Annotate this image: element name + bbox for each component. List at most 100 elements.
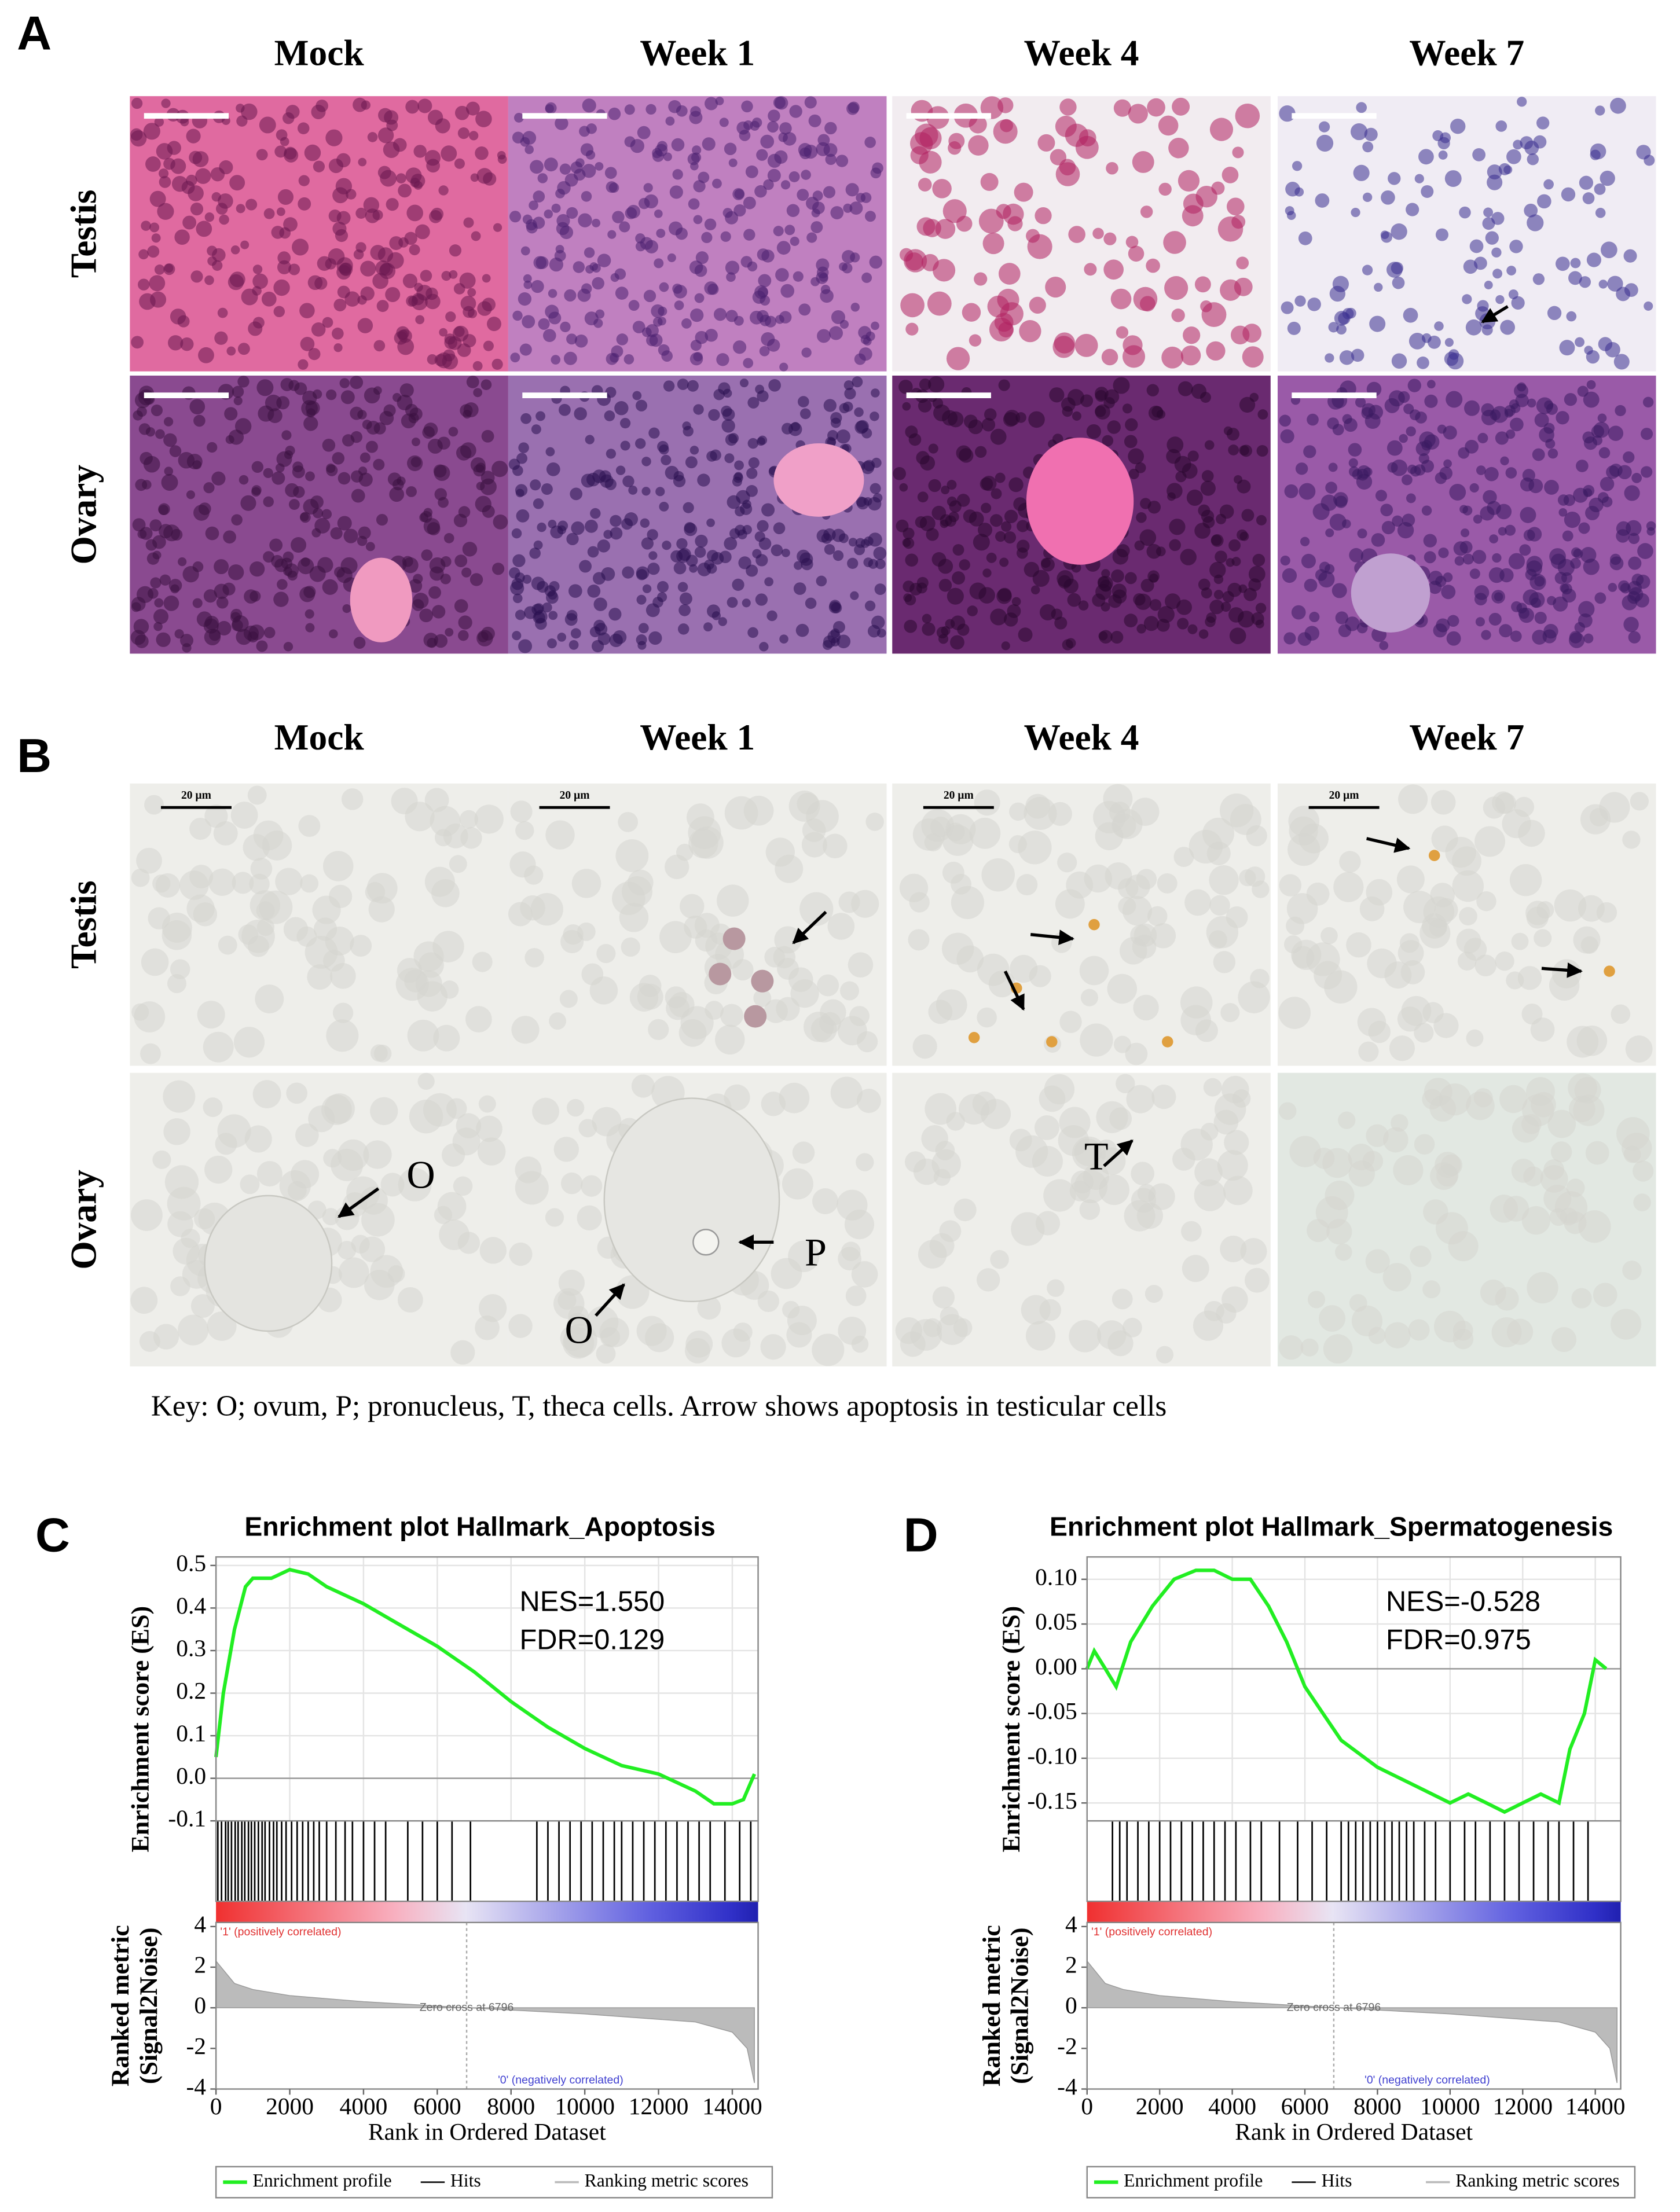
y-tick-label: 0.00 — [1035, 1653, 1077, 1680]
texture — [1438, 548, 1449, 558]
texture — [339, 378, 350, 388]
texture — [1333, 872, 1364, 902]
texture — [591, 640, 604, 653]
texture — [237, 343, 250, 355]
texture — [1107, 1330, 1134, 1357]
texture — [592, 263, 601, 273]
texture — [998, 263, 1021, 285]
texture — [518, 639, 533, 653]
texture — [946, 347, 970, 370]
texture — [1508, 553, 1525, 569]
texture — [636, 594, 647, 605]
texture — [361, 1203, 395, 1237]
texture — [1477, 432, 1488, 443]
texture — [868, 532, 882, 547]
texture — [393, 138, 407, 152]
texture — [779, 122, 792, 135]
texture — [549, 1012, 567, 1030]
texture — [748, 457, 760, 469]
texture — [156, 632, 171, 647]
texture — [1550, 553, 1567, 569]
texture — [1194, 1158, 1223, 1186]
texture — [1116, 326, 1129, 339]
texture — [566, 207, 578, 219]
texture — [702, 137, 716, 151]
texture — [203, 1031, 234, 1063]
texture — [1244, 587, 1257, 601]
texture — [433, 464, 447, 478]
texture — [1004, 410, 1021, 426]
texture — [1235, 103, 1260, 128]
texture — [872, 162, 883, 174]
texture — [750, 120, 760, 131]
texture — [195, 168, 211, 184]
texture — [603, 530, 612, 539]
texture — [353, 637, 366, 649]
texture — [1617, 465, 1632, 480]
texture — [978, 587, 995, 604]
texture — [317, 256, 332, 271]
texture — [1230, 325, 1250, 345]
texture — [725, 260, 740, 275]
texture — [434, 354, 447, 367]
texture — [1110, 631, 1124, 644]
texture — [555, 245, 564, 253]
texture — [856, 497, 867, 508]
oocyte — [773, 443, 864, 517]
texture — [332, 222, 347, 236]
texture — [1320, 494, 1337, 511]
texture — [619, 221, 630, 233]
texture — [217, 620, 232, 635]
texture — [263, 496, 274, 508]
texture — [727, 597, 738, 608]
texture — [1348, 443, 1362, 457]
texture — [1523, 1166, 1543, 1187]
texture — [214, 559, 229, 575]
texture — [735, 524, 746, 536]
texture — [1307, 1291, 1326, 1309]
texture — [163, 417, 174, 427]
metric-label: '1' (positively correlated) — [1091, 1926, 1212, 1938]
texture — [1571, 547, 1582, 557]
texture — [1644, 301, 1653, 311]
texture — [804, 96, 817, 109]
texture — [241, 103, 258, 120]
texture — [1062, 639, 1073, 651]
texture — [927, 291, 952, 316]
texture — [947, 480, 957, 490]
texture — [263, 627, 276, 638]
texture — [579, 560, 592, 573]
texture — [397, 338, 415, 355]
texture — [440, 574, 451, 585]
texture — [920, 455, 936, 471]
texture — [1086, 424, 1101, 439]
texture — [871, 615, 885, 629]
texture — [1374, 282, 1383, 292]
texture — [1443, 459, 1452, 468]
texture — [1184, 889, 1211, 916]
texture — [727, 495, 741, 509]
texture — [544, 210, 553, 219]
texture — [760, 1334, 786, 1360]
panel-label: B — [17, 729, 52, 782]
texture — [1527, 527, 1542, 542]
texture — [615, 465, 626, 475]
texture — [1110, 288, 1132, 310]
texture — [237, 376, 250, 388]
texture — [250, 561, 265, 577]
texture — [1473, 1088, 1493, 1108]
texture — [995, 472, 1006, 483]
texture — [1495, 1287, 1519, 1311]
texture — [864, 211, 876, 222]
texture — [130, 1287, 158, 1314]
texture — [1198, 578, 1211, 591]
texture — [921, 253, 939, 271]
texture — [1554, 889, 1587, 922]
texture — [386, 119, 398, 131]
stained-cell — [1088, 918, 1100, 931]
texture — [252, 273, 268, 289]
texture — [1543, 623, 1558, 639]
texture — [204, 629, 221, 646]
texture — [511, 528, 522, 539]
texture — [1202, 817, 1235, 850]
